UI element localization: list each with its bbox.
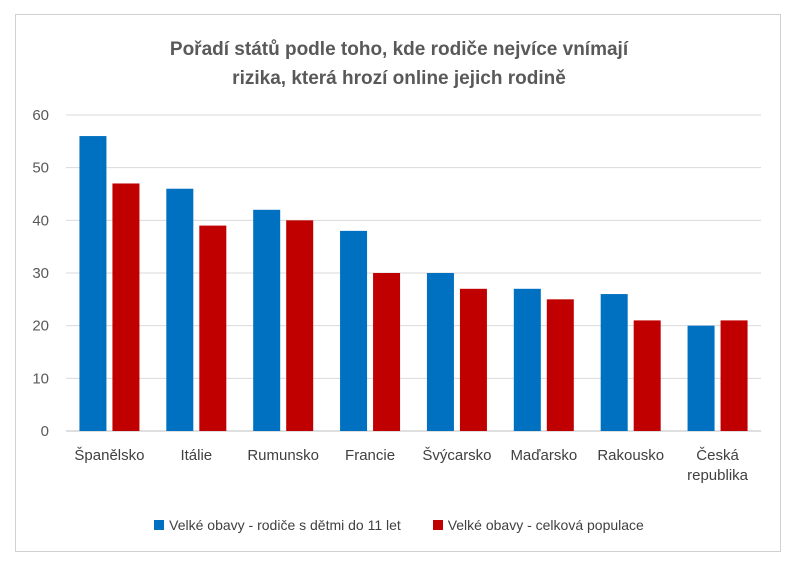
bar-series-2-3 <box>286 220 314 431</box>
bar-series-2-1 <box>112 183 140 431</box>
legend-swatch-series-1 <box>154 520 165 530</box>
x-category-label: Česká <box>696 447 739 464</box>
x-category-label: Francie <box>345 447 395 464</box>
y-tick-label: 10 <box>32 370 49 387</box>
bar-series-1-4 <box>340 230 368 431</box>
bar-series-2-5 <box>459 288 487 431</box>
legend-label-series-2: Velké obavy - celková populace <box>447 517 644 533</box>
x-category-label: Itálie <box>180 447 212 464</box>
legend-item-series-1: Velké obavy - rodiče s dětmi do 11 let <box>154 517 401 533</box>
bar-series-1-3 <box>253 209 281 431</box>
y-tick-label: 30 <box>32 265 49 282</box>
bar-series-1-6 <box>513 288 541 431</box>
bar-series-2-6 <box>546 299 574 431</box>
bar-series-2-4 <box>373 273 401 431</box>
chart-title-line-1: Pořadí států podle toho, kde rodiče nejv… <box>169 39 629 60</box>
bar-series-1-8 <box>687 325 715 431</box>
bar-series-2-2 <box>199 225 227 431</box>
legend: Velké obavy - rodiče s dětmi do 11 let V… <box>16 517 782 533</box>
bar-series-1-1 <box>79 136 107 432</box>
x-axis: Španělsko Itálie Rumunsko Francie Švýcarsko M… <box>74 447 748 484</box>
bar-series-2-8 <box>720 320 748 431</box>
x-category-label: Maďarsko <box>510 447 577 464</box>
x-category-label: republika <box>687 467 749 484</box>
bars <box>79 136 748 432</box>
bar-series-2-7 <box>633 320 661 431</box>
y-tick-label: 40 <box>32 212 49 229</box>
chart-title-line-2: rizika, která hrozí online jejich rodině <box>232 68 566 89</box>
chart-frame: Pořadí států podle toho, kde rodiče nejv… <box>15 14 781 552</box>
legend-item-series-2: Velké obavy - celková populace <box>432 517 644 533</box>
x-category-label: Španělsko <box>74 447 144 464</box>
bar-chart-plot: 0 10 20 30 40 50 60 Španělsko Itálie Rumunsko Fra… <box>32 107 761 484</box>
y-tick-label: 0 <box>41 423 49 440</box>
x-category-label: Rumunsko <box>247 447 319 464</box>
bar-series-1-2 <box>166 188 194 431</box>
x-category-label: Rakousko <box>597 447 664 464</box>
y-tick-label: 60 <box>32 107 49 124</box>
legend-label-series-1: Velké obavy - rodiče s dětmi do 11 let <box>169 517 401 533</box>
chart-title: Pořadí států podle toho, kde rodiče nejv… <box>16 35 782 93</box>
x-category-label: Švýcarsko <box>422 447 491 464</box>
y-axis: 0 10 20 30 40 50 60 <box>32 107 49 440</box>
y-tick-label: 50 <box>32 160 49 177</box>
legend-swatch-series-2 <box>432 520 443 530</box>
y-tick-label: 20 <box>32 318 49 335</box>
bar-series-1-5 <box>426 273 454 431</box>
bar-series-1-7 <box>600 294 628 431</box>
